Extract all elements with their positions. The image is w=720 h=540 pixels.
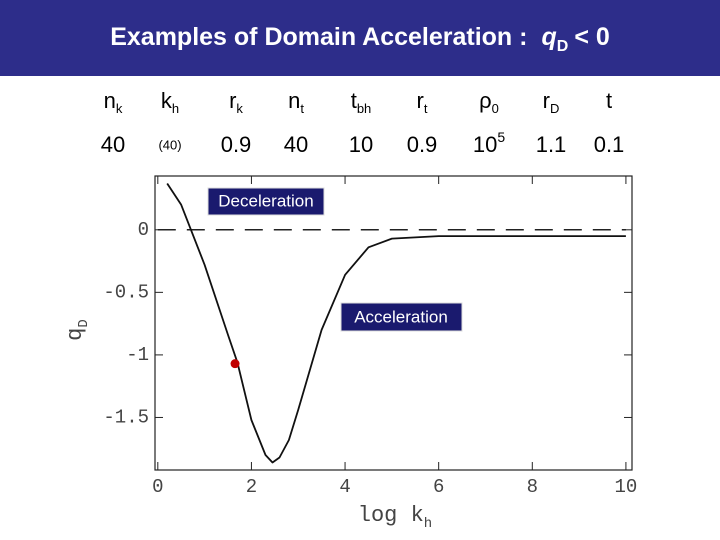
annotation: Acceleration <box>354 307 448 326</box>
table-cell: 40 <box>284 132 308 157</box>
table-cell: 105 <box>473 129 505 157</box>
column-header: nk <box>104 88 123 116</box>
table-cell: 10 <box>349 132 373 157</box>
title-text: Examples of Domain Acceleration : <box>110 23 527 51</box>
title-relation: < 0 <box>574 23 609 51</box>
header-symbol: n <box>104 88 116 113</box>
x-tick-label: 8 <box>527 476 538 498</box>
cell-base: 10 <box>473 132 497 157</box>
y-tick-label: -1.5 <box>103 406 149 428</box>
header-symbol: k <box>161 88 173 113</box>
x-tick-label: 2 <box>246 476 257 498</box>
title-symbol: q <box>541 23 556 51</box>
header-symbol: n <box>288 88 300 113</box>
subscript: 0 <box>492 101 499 116</box>
subscript: t <box>424 101 428 116</box>
column-header: rk <box>229 88 243 116</box>
header-symbol: r <box>229 88 236 113</box>
subscript: bh <box>357 101 371 116</box>
subscript: t <box>300 101 304 116</box>
annotation-box <box>207 187 325 216</box>
column-header: ρ0 <box>479 88 499 116</box>
header-symbol: ρ <box>479 88 492 113</box>
y-axis-label: qD <box>63 319 92 341</box>
table-cell: (40) <box>158 137 181 152</box>
subscript: D <box>557 38 569 55</box>
subscript: D <box>550 101 559 116</box>
column-header: t <box>606 88 612 113</box>
column-header: tbh <box>351 88 372 116</box>
column-header: nt <box>288 88 304 116</box>
x-axis-label: log kh <box>358 503 432 532</box>
header-symbol: t <box>606 88 612 113</box>
y-tick-label: -1 <box>126 344 149 366</box>
x-tick-label: 10 <box>615 476 638 498</box>
column-header: kh <box>161 88 179 116</box>
column-header: rt <box>417 88 428 116</box>
subscript: h <box>424 516 432 532</box>
header-symbol: r <box>417 88 424 113</box>
subscript: k <box>116 101 123 116</box>
y-label-text: q <box>63 328 88 341</box>
subscript: D <box>76 319 92 327</box>
cell-exponent: 5 <box>497 129 505 145</box>
subscript: h <box>172 101 179 116</box>
x-label-text: log k <box>358 503 424 528</box>
x-tick-label: 0 <box>152 476 163 498</box>
annotation-box <box>340 302 463 332</box>
column-header: rD <box>543 88 560 116</box>
table-cell: 0.9 <box>407 132 438 157</box>
x-tick-label: 6 <box>433 476 444 498</box>
table-cell: 0.1 <box>594 132 625 157</box>
annotation: Deceleration <box>218 191 313 210</box>
table-cell: 1.1 <box>536 132 567 157</box>
table-cell: 0.9 <box>221 132 252 157</box>
header-symbol: r <box>543 88 550 113</box>
x-tick-label: 4 <box>339 476 350 498</box>
header-symbol: t <box>351 88 357 113</box>
y-tick-label: 0 <box>138 219 149 241</box>
curve <box>166 183 626 464</box>
table-cell: 40 <box>101 132 125 157</box>
subscript: k <box>236 101 243 116</box>
plot-frame <box>154 175 633 471</box>
y-tick-label: -0.5 <box>103 281 149 303</box>
title: Examples of Domain Acceleration : qD < 0 <box>110 23 610 55</box>
highlight-point <box>230 359 240 369</box>
title-bar <box>0 0 720 76</box>
